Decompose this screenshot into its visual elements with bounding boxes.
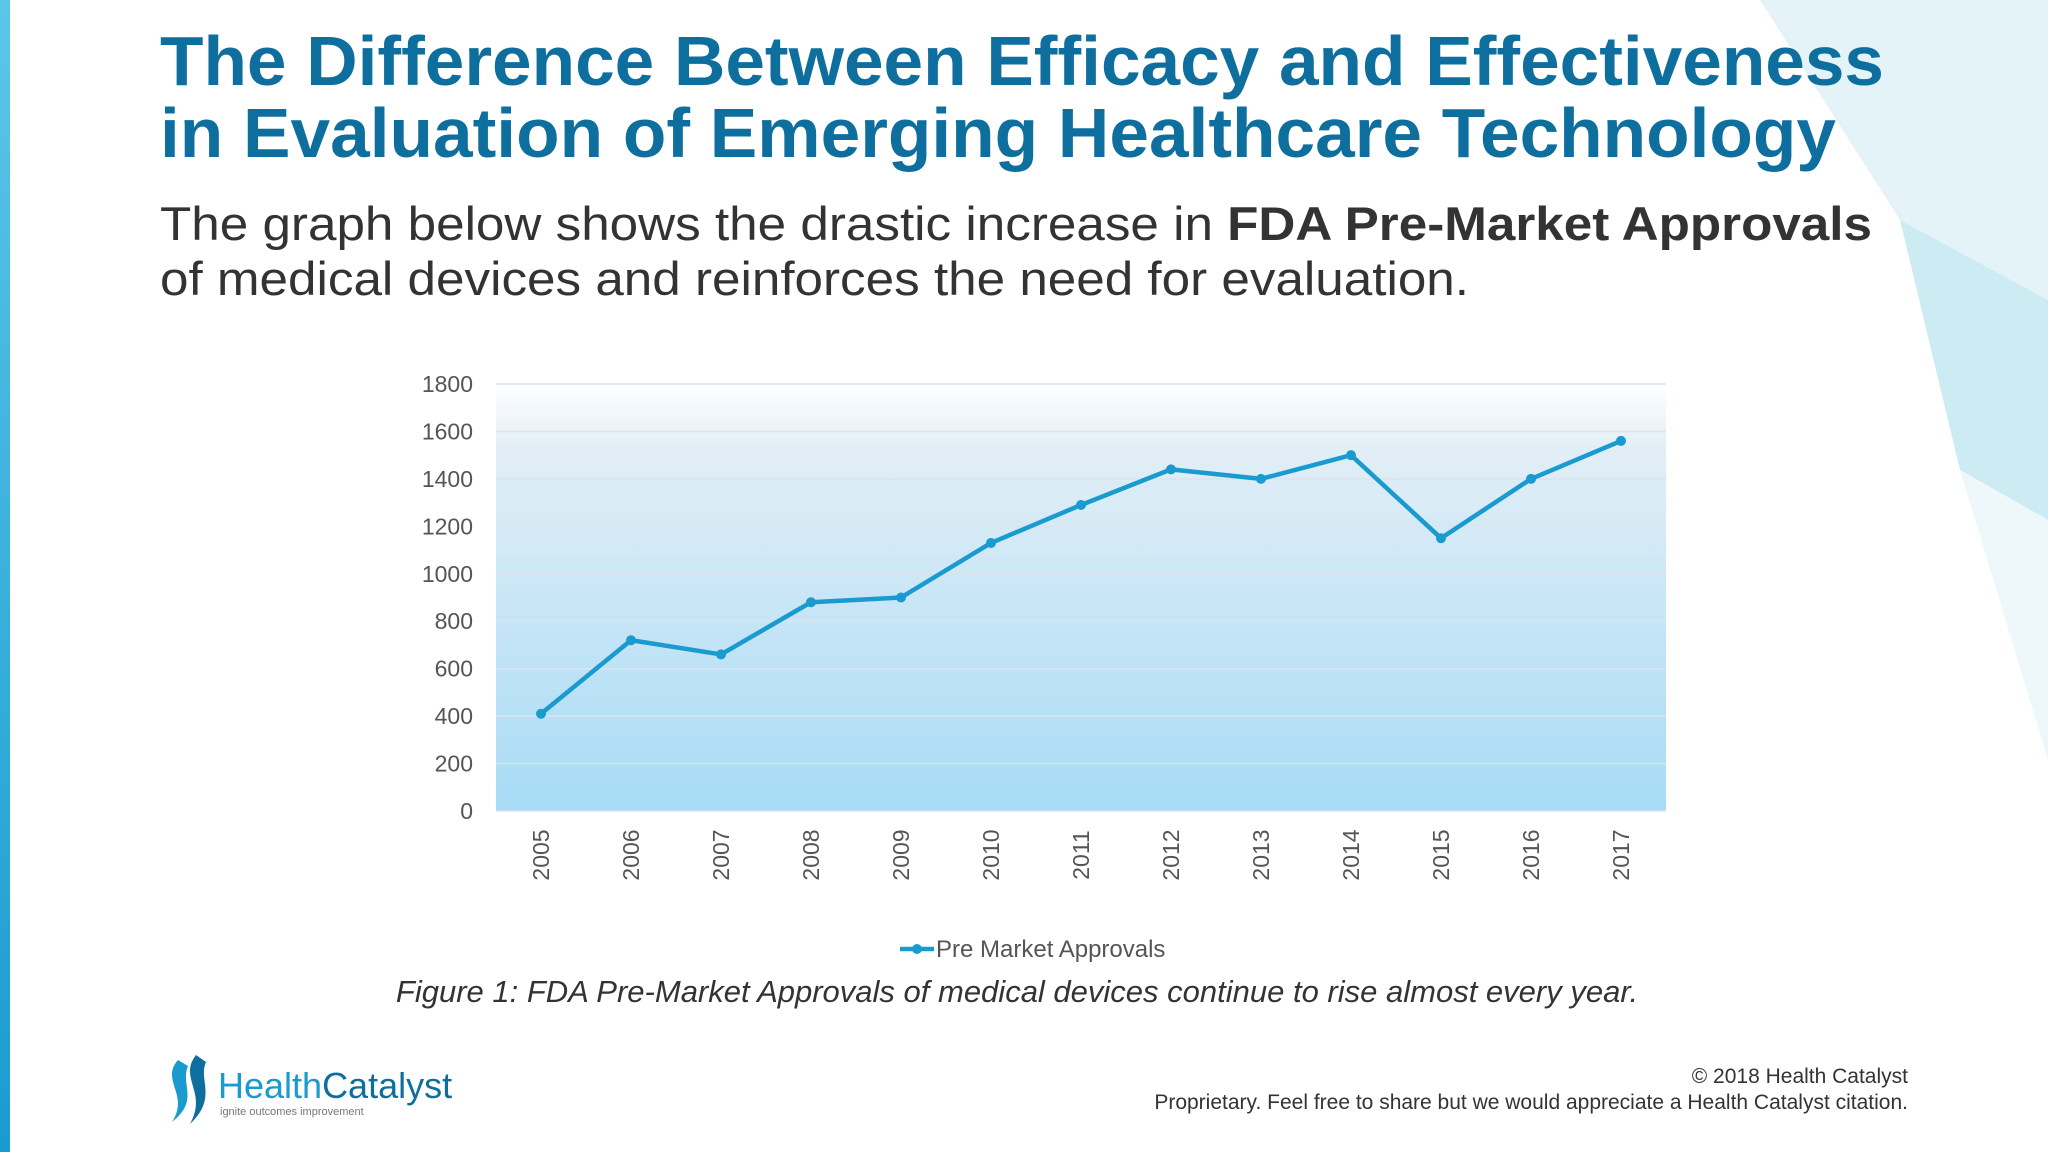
- x-tick-label: 2017: [1608, 829, 1634, 880]
- y-tick-label: 0: [460, 798, 473, 824]
- point: [1436, 533, 1446, 544]
- decor: [1900, 220, 2048, 520]
- logo-text: HealthCatalyst: [218, 1065, 452, 1106]
- x-tick-label: 2011: [1068, 830, 1094, 879]
- x-tick-label: 2012: [1158, 829, 1184, 880]
- edge-bar: [0, 0, 10, 1152]
- logo-second: Catalyst: [322, 1065, 452, 1106]
- point: [1526, 473, 1536, 484]
- subtitle-text: The graph below shows the drastic increa…: [160, 197, 1213, 250]
- y-tick-label: 1000: [422, 561, 473, 587]
- decor: [1760, 0, 2048, 300]
- logo: HealthCatalyst ignite outcomes improveme…: [172, 1055, 452, 1124]
- chart: 0 200 400 600 800 1000 1200 1400 1600 1800 2005 200…: [422, 371, 1666, 963]
- y-tick-label: 400: [435, 703, 473, 729]
- title: in Evaluation of Emerging Healthcare Tec…: [160, 94, 1836, 172]
- subtitle: of medical devices and reinforces the ne…: [160, 252, 1469, 305]
- copyright: © 2018 Health Catalyst: [1692, 1065, 1908, 1088]
- point: [536, 708, 546, 719]
- footer-note: Proprietary. Feel free to share but we w…: [1154, 1091, 1908, 1114]
- point: [1256, 473, 1266, 484]
- subtitle-bold: FDA Pre-Market Approvals: [1227, 197, 1872, 250]
- logo-flame: [172, 1060, 188, 1122]
- point: [716, 649, 726, 660]
- point: [806, 597, 816, 608]
- x-tick-label: 2008: [798, 829, 824, 880]
- logo-tagline: ignite outcomes improvement: [220, 1106, 364, 1118]
- y-tick-label: 1600: [422, 418, 473, 444]
- point: [1076, 499, 1086, 510]
- y-tick-label: 1800: [422, 371, 473, 397]
- x-tick-label: 2016: [1518, 829, 1544, 880]
- point: [626, 635, 636, 646]
- x-tick-label: 2010: [978, 829, 1004, 880]
- x-tick-label: 2015: [1428, 829, 1454, 880]
- point: [1346, 450, 1356, 461]
- x-tick-label: 2014: [1338, 829, 1364, 880]
- title: The Difference Between Efficacy and Effe…: [160, 22, 1884, 100]
- point: [1616, 435, 1626, 446]
- y-tick-label: 1400: [422, 466, 473, 492]
- legend-swatch: [912, 944, 922, 954]
- legend-label: Pre Market Approvals: [936, 936, 1165, 963]
- x-tick-label: 2005: [528, 829, 554, 880]
- plot-area: [496, 384, 1666, 811]
- x-tick-label: 2009: [888, 829, 914, 880]
- logo-first: Health: [218, 1065, 322, 1106]
- decor: [1960, 470, 2048, 760]
- y-tick-label: 1200: [422, 513, 473, 539]
- caption: Figure 1: FDA Pre-Market Approvals of me…: [396, 974, 1638, 1009]
- y-tick-label: 600: [435, 656, 473, 682]
- x-tick-label: 2007: [708, 829, 734, 880]
- subtitle: The graph below shows the drastic increa…: [160, 197, 1872, 250]
- logo-flame: [190, 1055, 206, 1124]
- x-tick-label: 2013: [1248, 829, 1274, 880]
- point: [896, 592, 906, 603]
- x-tick-label: 2006: [618, 829, 644, 880]
- point: [1166, 464, 1176, 475]
- point: [986, 537, 996, 548]
- y-tick-label: 200: [435, 751, 473, 777]
- y-tick-label: 800: [435, 608, 473, 634]
